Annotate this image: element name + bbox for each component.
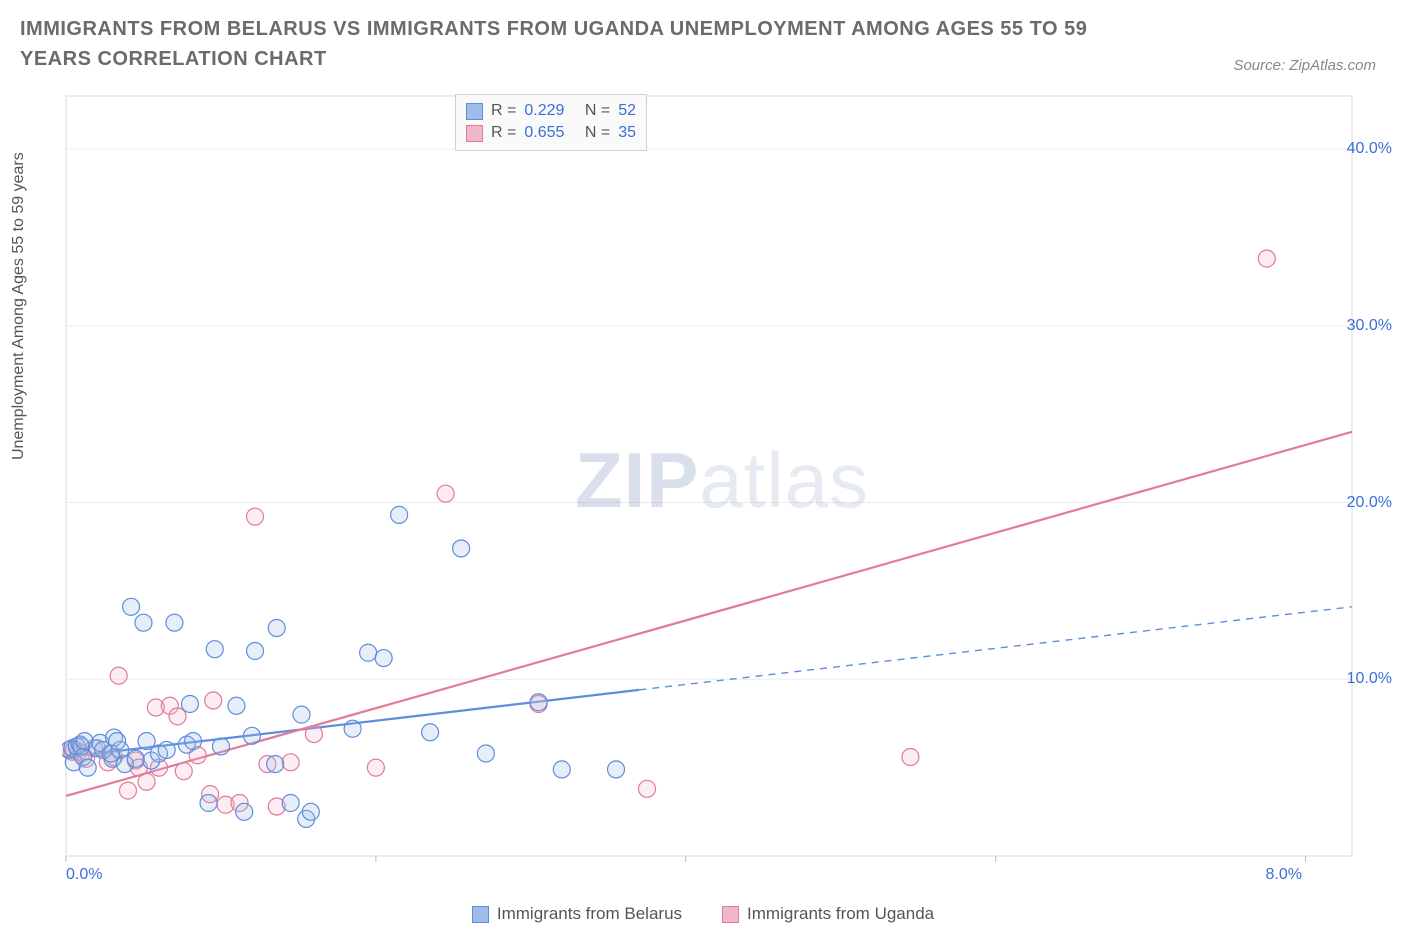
y-tick-label: 10.0% [1347, 670, 1392, 688]
legend-swatch-uganda [722, 906, 739, 923]
x-tick-label: 0.0% [66, 866, 102, 884]
y-tick-label: 30.0% [1347, 317, 1392, 335]
correlation-legend: R = 0.229 N = 52 R = 0.655 N = 35 [455, 94, 647, 151]
legend-label: Immigrants from Belarus [497, 904, 682, 924]
n-value: 35 [618, 122, 636, 144]
r-label: R = [491, 122, 516, 144]
legend-item-uganda: Immigrants from Uganda [722, 904, 934, 924]
scatter-chart [62, 90, 1382, 880]
legend-swatch-belarus [472, 906, 489, 923]
source-label: Source: ZipAtlas.com [1233, 57, 1386, 74]
n-label: N = [585, 100, 610, 122]
n-label: N = [585, 122, 610, 144]
legend-swatch-belarus [466, 103, 483, 120]
chart-title: IMMIGRANTS FROM BELARUS VS IMMIGRANTS FR… [20, 14, 1140, 74]
legend-item-belarus: Immigrants from Belarus [472, 904, 682, 924]
n-value: 52 [618, 100, 636, 122]
y-tick-label: 20.0% [1347, 494, 1392, 512]
x-tick-label: 8.0% [1266, 866, 1302, 884]
legend-swatch-uganda [466, 125, 483, 142]
chart-area: ZIPatlas [62, 90, 1382, 880]
legend-label: Immigrants from Uganda [747, 904, 934, 924]
series-legend: Immigrants from Belarus Immigrants from … [0, 904, 1406, 924]
y-axis-label: Unemployment Among Ages 55 to 59 years [10, 152, 28, 460]
r-label: R = [491, 100, 516, 122]
y-tick-label: 40.0% [1347, 140, 1392, 158]
r-value: 0.655 [524, 122, 564, 144]
legend-row: R = 0.229 N = 52 [466, 100, 636, 122]
legend-row: R = 0.655 N = 35 [466, 122, 636, 144]
r-value: 0.229 [524, 100, 564, 122]
